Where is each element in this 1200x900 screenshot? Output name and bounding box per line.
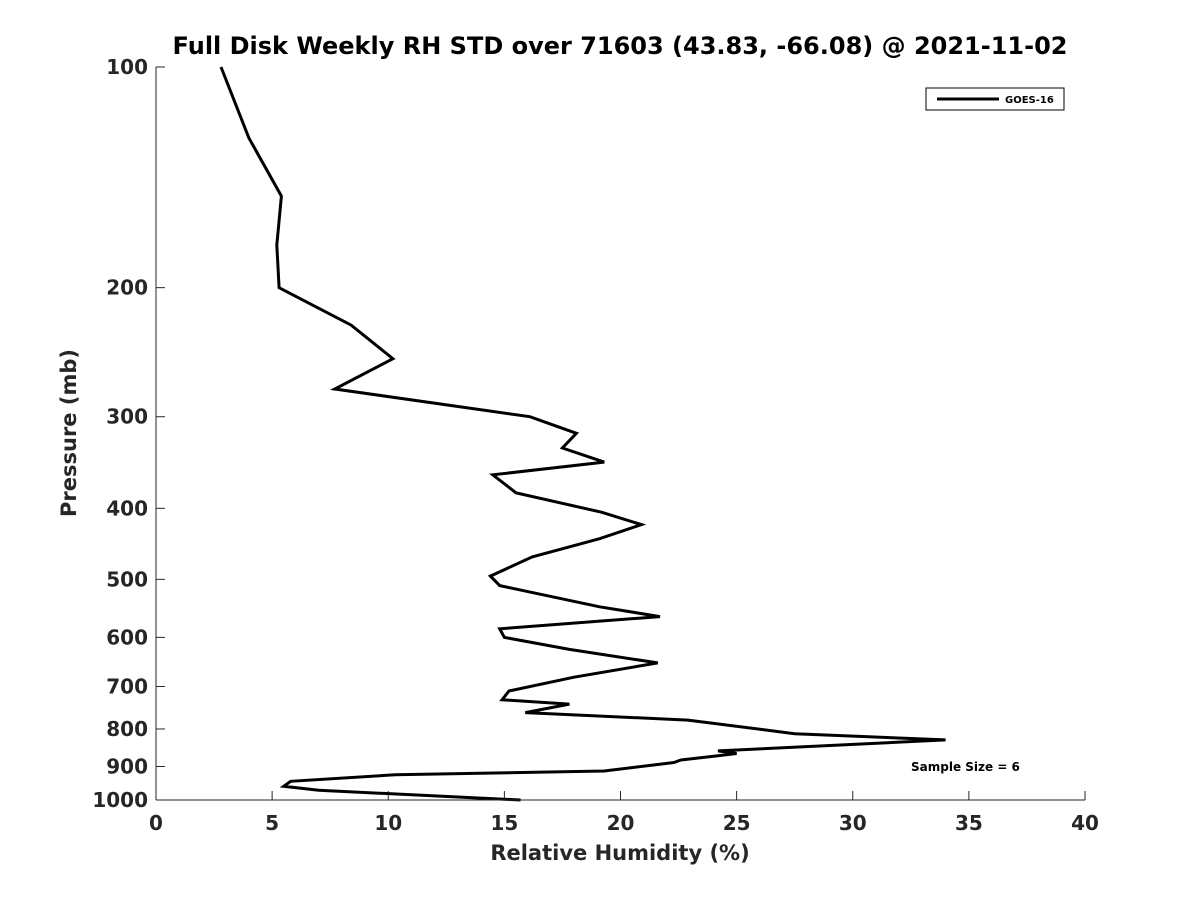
y-tick-label: 200 <box>106 276 148 300</box>
y-tick-label: 400 <box>106 496 148 520</box>
series-line-goes-16 <box>219 66 946 802</box>
x-tick-label: 10 <box>374 811 402 835</box>
x-tick-label: 0 <box>149 811 163 835</box>
x-axis-label: Relative Humidity (%) <box>490 841 749 865</box>
y-tick-label: 700 <box>106 674 148 698</box>
y-tick-label: 100 <box>106 55 148 79</box>
x-tick-label: 25 <box>723 811 751 835</box>
x-tick-label: 40 <box>1071 811 1099 835</box>
y-axis: 100 200 300 400 500 600 700 800 900 1000 <box>92 55 165 812</box>
x-tick-label: 5 <box>265 811 279 835</box>
y-tick-label: 600 <box>106 625 148 649</box>
x-tick-label: 35 <box>955 811 983 835</box>
x-axis: 0 5 10 15 20 25 30 35 40 <box>149 791 1099 835</box>
sample-size-annotation: Sample Size = 6 <box>911 760 1020 774</box>
y-tick-label: 1000 <box>92 788 148 812</box>
legend: GOES-16 <box>925 87 1065 111</box>
x-tick-label: 15 <box>490 811 518 835</box>
y-tick-label: 800 <box>106 717 148 741</box>
y-tick-label: 500 <box>106 567 148 591</box>
plot-area <box>156 67 1085 800</box>
legend-label: GOES-16 <box>1005 95 1054 106</box>
y-tick-label: 900 <box>106 754 148 778</box>
chart-title: Full Disk Weekly RH STD over 71603 (43.8… <box>173 32 1068 60</box>
x-tick-label: 30 <box>839 811 867 835</box>
y-tick-label: 300 <box>106 405 148 429</box>
y-axis-label: Pressure (mb) <box>57 349 81 517</box>
x-tick-label: 20 <box>607 811 635 835</box>
